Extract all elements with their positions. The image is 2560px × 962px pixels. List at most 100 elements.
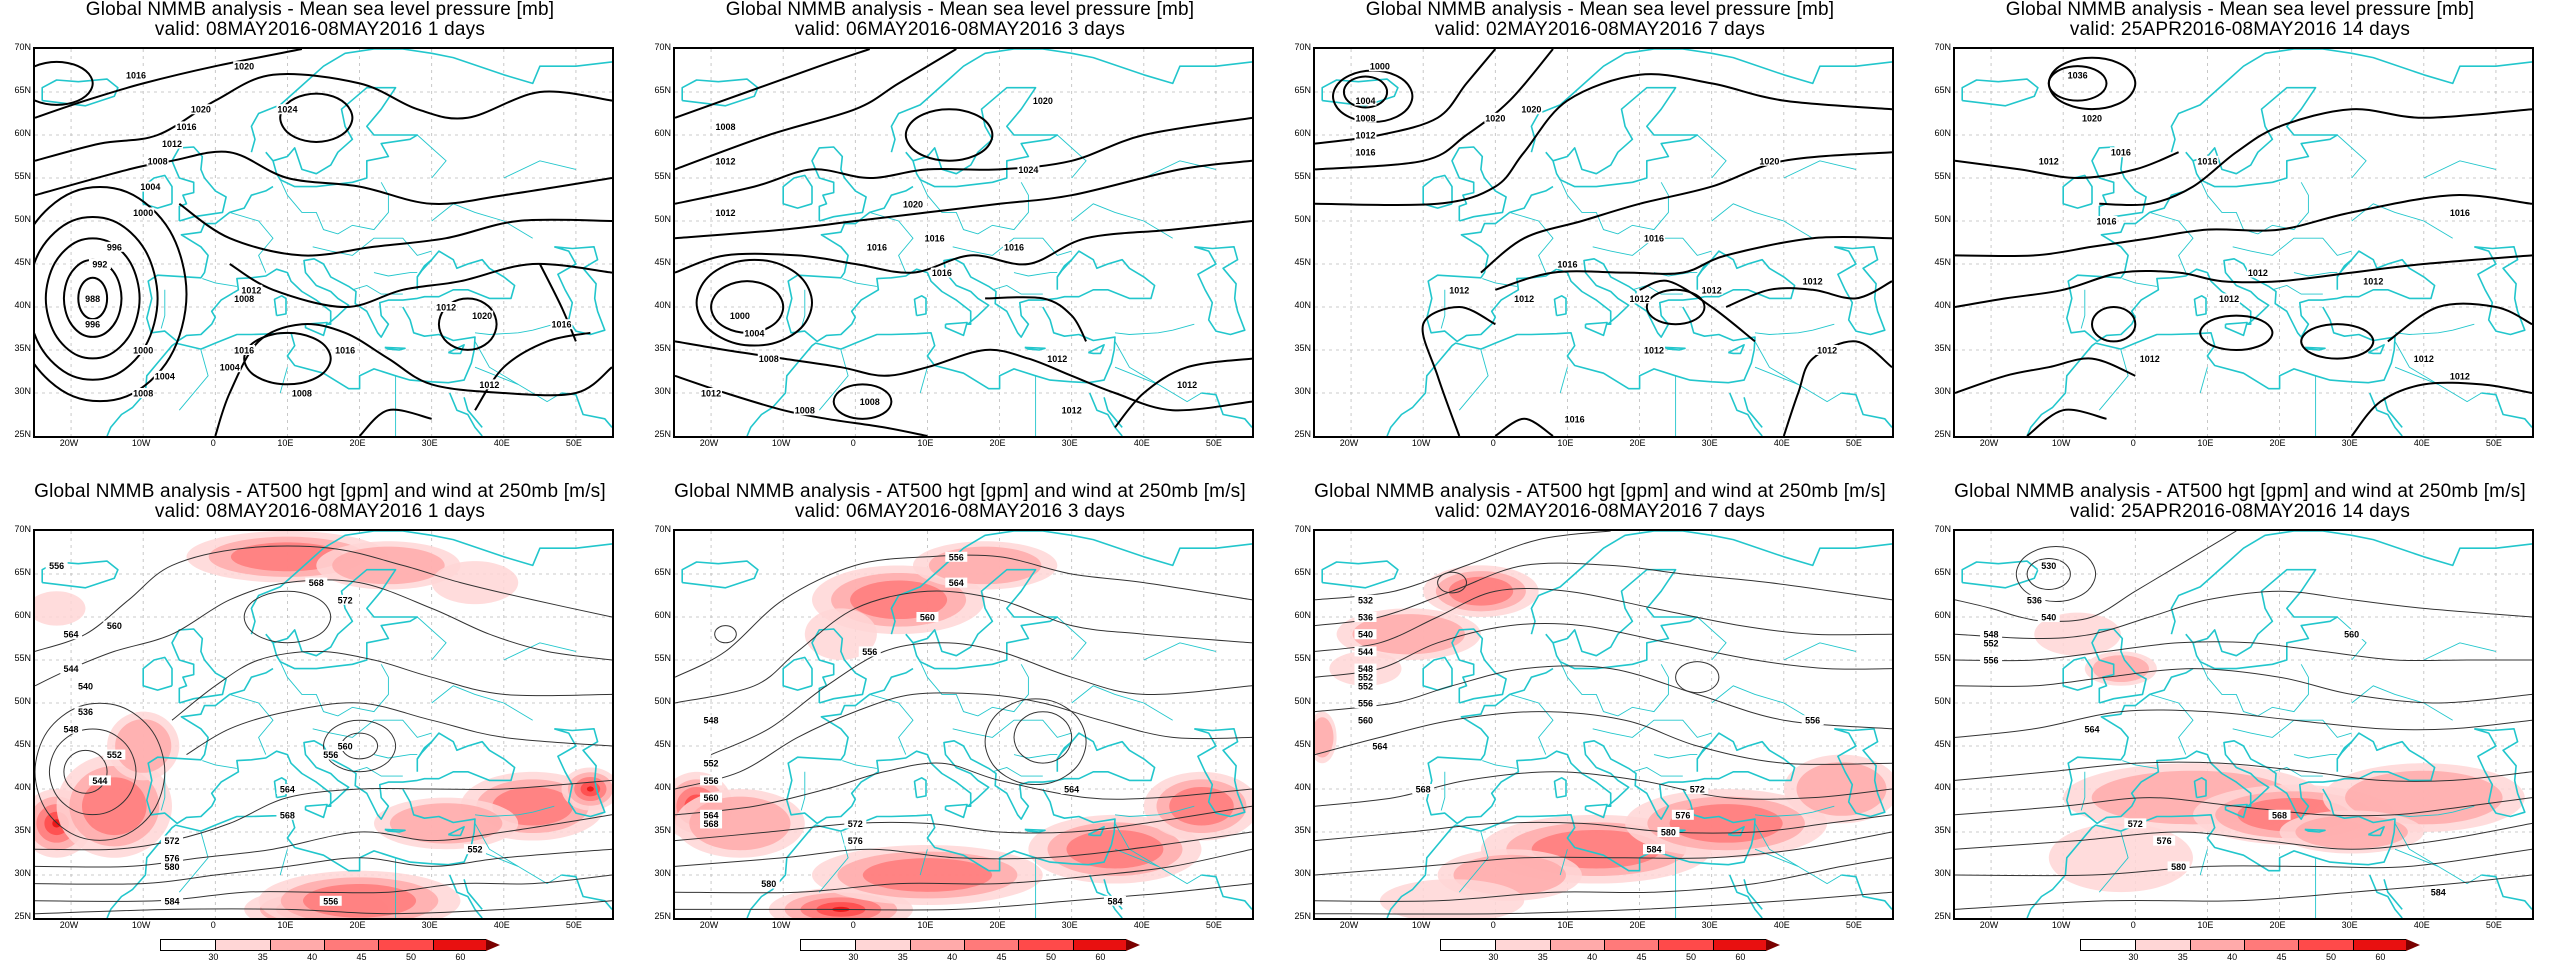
contour-label-bg: [1628, 293, 1651, 304]
contour-label: 1016: [1565, 414, 1585, 424]
lat-tick-label: 45N: [654, 257, 671, 267]
contour-label: 556: [1805, 716, 1820, 726]
contour-label-bg: [103, 749, 126, 760]
contour-label: 552: [467, 845, 482, 855]
contour-label-bg: [1103, 895, 1126, 906]
wind-colorbar: [2080, 939, 2408, 951]
lon-tick-label: 10W: [131, 438, 151, 448]
colorbar-arrow: [1426, 939, 1440, 951]
contour-label: 1012: [2450, 371, 2470, 381]
contour-label-bg: [189, 104, 212, 115]
contour-label-bg: [74, 680, 97, 691]
lon-tick-label: 50E: [565, 920, 582, 930]
colorbar-segment: [964, 940, 1020, 950]
contour-label-bg: [334, 741, 357, 751]
contour-label: 1012: [1449, 285, 1469, 295]
colorbar-label: 45: [356, 952, 367, 962]
lat-tick-label: 35N: [14, 343, 31, 353]
lat-tick-label: 60N: [1294, 128, 1311, 138]
contour-label: 568: [1416, 785, 1431, 795]
contour-label: 1012: [1062, 406, 1082, 416]
lon-tick-label: 0: [210, 920, 216, 930]
contour-labels: 5565605645685725445405365485525445565605…: [45, 560, 486, 906]
lon-tick-label: 20E: [2269, 438, 2286, 448]
z500-map-1[interactable]: 556 560 564 568 572 544 540 536 548 552 544 556 560 5…: [33, 529, 614, 920]
colorbar-label: 30: [848, 952, 859, 962]
contour-label-bg: [1980, 655, 2003, 665]
contour-label-bg: [88, 775, 111, 786]
contour-label-bg: [714, 121, 737, 132]
contour-label: 1012: [1702, 285, 1722, 295]
lon-tick-label: 20W: [59, 920, 79, 930]
z500-map-2[interactable]: 556 564 560 556 548 552 556 560 564 568 572 576 580 5…: [673, 529, 1254, 920]
contour-label: 1016: [1644, 234, 1664, 244]
contour-label: 572: [165, 836, 180, 846]
lon-tick-label: 40E: [2413, 438, 2430, 448]
colorbar-label: 60: [1735, 952, 1746, 962]
lon-tick-label: 30E: [1061, 438, 1078, 448]
lat-tick-label: 30N: [14, 386, 31, 396]
lon-tick-label: 20E: [989, 920, 1006, 930]
lat-tick-label: 25N: [14, 911, 31, 921]
contour-label-bg: [2448, 370, 2471, 381]
lon-tick-label: 10E: [277, 920, 294, 930]
lon-tick-label: 10W: [771, 920, 791, 930]
panel-title: Global NMMB analysis - Mean sea level pr…: [85, 0, 555, 20]
lat-tick-label: 50N: [1294, 696, 1311, 706]
contour-label: 1020: [1521, 105, 1541, 115]
contour-label: 1012: [162, 139, 182, 149]
lat-tick-label: 55N: [1294, 171, 1311, 181]
mslp-map-2[interactable]: 1008 1012 1012 1016 1016 1020 1020 1024 1016 1016…: [673, 47, 1254, 438]
contour-label-bg: [132, 207, 155, 218]
contour-label-bg: [550, 319, 573, 330]
contour-label-bg: [161, 895, 184, 906]
colorbar-segment: [1072, 940, 1128, 950]
contour-label: 1020: [2082, 113, 2102, 123]
contours: [1315, 49, 1892, 436]
contour-label-bg: [945, 551, 968, 562]
z500-map-4[interactable]: 530 536 540 548 552 556 560 564 572 576 580 584 568: [1953, 529, 2534, 920]
contour-label-bg: [1801, 276, 1824, 287]
contour-label: 536: [78, 707, 93, 717]
contour-label-bg: [1354, 594, 1377, 605]
z500-panel-4: Global NMMB analysis - AT500 hgt [gpm] a…: [1920, 482, 2560, 962]
contour-label: 572: [1690, 785, 1705, 795]
colorbar-arrow: [1126, 939, 1140, 951]
lat-tick-label: 65N: [654, 85, 671, 95]
contour-label: 560: [1358, 716, 1373, 726]
lat-tick-label: 65N: [14, 85, 31, 95]
mslp-map-4[interactable]: 1036 1020 1016 1012 1016 1016 1016 1012 1012 1012…: [1953, 47, 2534, 438]
contour-label: 1004: [1355, 96, 1375, 106]
lat-tick-label: 70N: [654, 524, 671, 534]
lon-tick-label: 40E: [1133, 920, 1150, 930]
contour-label-bg: [233, 61, 256, 72]
lon-tick-label: 10W: [2051, 920, 2071, 930]
contour-label: 1012: [715, 208, 735, 218]
z500-map-3[interactable]: 532 536 540 544 548 552 556 560 564 568 572 576 580 5…: [1313, 529, 1894, 920]
contour-label: 1016: [2450, 208, 2470, 218]
lon-tick-label: 40E: [1773, 920, 1790, 930]
lat-tick-label: 45N: [1934, 739, 1951, 749]
contour-label-bg: [1642, 844, 1665, 855]
lon-tick-label: 30E: [2341, 920, 2358, 930]
contour-label: 1016: [867, 242, 887, 252]
contour-label: 1036: [2068, 70, 2088, 80]
mslp-map-3[interactable]: 1000 1004 1008 1012 1016 1020 1020 1020 1016 1016…: [1313, 47, 1894, 438]
lat-tick-label: 25N: [1294, 429, 1311, 439]
lat-tick-label: 35N: [1294, 343, 1311, 353]
lon-tick-label: 10W: [131, 920, 151, 930]
contour-label: 1000: [133, 208, 153, 218]
colorbar-arrow: [1766, 939, 1780, 951]
colorbar-arrow: [786, 939, 800, 951]
mslp-map-1[interactable]: 1016 1020 1024 1020 1016 1012 1008 1004 1000 996 9…: [33, 47, 614, 438]
panel-title: Global NMMB analysis - Mean sea level pr…: [1365, 0, 1835, 20]
contour-label: 1024: [277, 105, 297, 115]
contour-label: 1020: [1033, 96, 1053, 106]
contour-label-bg: [1801, 715, 1824, 726]
colorbar-segment: [2081, 940, 2136, 950]
contour-label-bg: [2138, 353, 2161, 364]
contour-label-bg: [700, 758, 723, 769]
colorbar-segment: [378, 940, 434, 950]
contour-label: 1012: [479, 380, 499, 390]
